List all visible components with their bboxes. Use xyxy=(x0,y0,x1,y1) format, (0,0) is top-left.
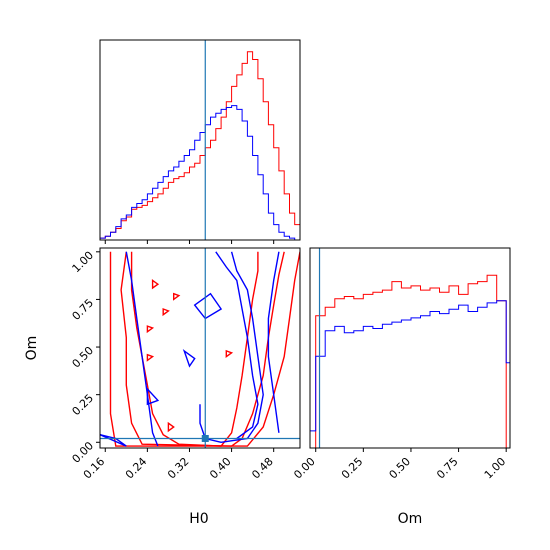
hist-Om-series-blue xyxy=(309,300,511,448)
contour-blue-island-3 xyxy=(146,387,160,406)
contour-blue-island-4 xyxy=(100,434,127,447)
contour-blue-level-4 xyxy=(267,251,280,433)
hist-H0-ticks xyxy=(104,240,275,244)
hist-Om-series-red xyxy=(310,274,510,449)
hist-H0-frame xyxy=(99,39,301,241)
contour-red-island-6 xyxy=(225,349,234,358)
contour-blue-level-2 xyxy=(215,251,259,440)
hist-Om-series xyxy=(309,274,511,449)
contour-red-island-7 xyxy=(167,421,175,433)
contour-blue-level-3 xyxy=(125,251,159,447)
hist-H0-series-blue xyxy=(99,105,300,241)
contour-red-level-3 xyxy=(109,251,300,447)
panel-hist-H0 xyxy=(99,39,301,244)
contour-truth-marker xyxy=(201,434,209,442)
contour-frame xyxy=(99,247,301,449)
hist-Om-frame xyxy=(309,247,511,449)
contour-red-level-2 xyxy=(120,251,285,447)
contour-red-island-4 xyxy=(146,325,155,334)
x-axis-label-Om: Om xyxy=(398,511,423,527)
contour-red-island-2 xyxy=(173,292,181,301)
contour-truth-lines xyxy=(100,248,300,448)
contour-blue-island-2 xyxy=(182,349,196,368)
x-axis-label-H0: H0 xyxy=(189,511,208,527)
y-axis-label-Om: Om xyxy=(24,336,40,361)
contour-red-island-3 xyxy=(162,307,170,317)
contour-red-island-5 xyxy=(146,353,155,362)
contour-red-island-1 xyxy=(151,279,160,290)
hist-H0-series xyxy=(99,51,301,241)
